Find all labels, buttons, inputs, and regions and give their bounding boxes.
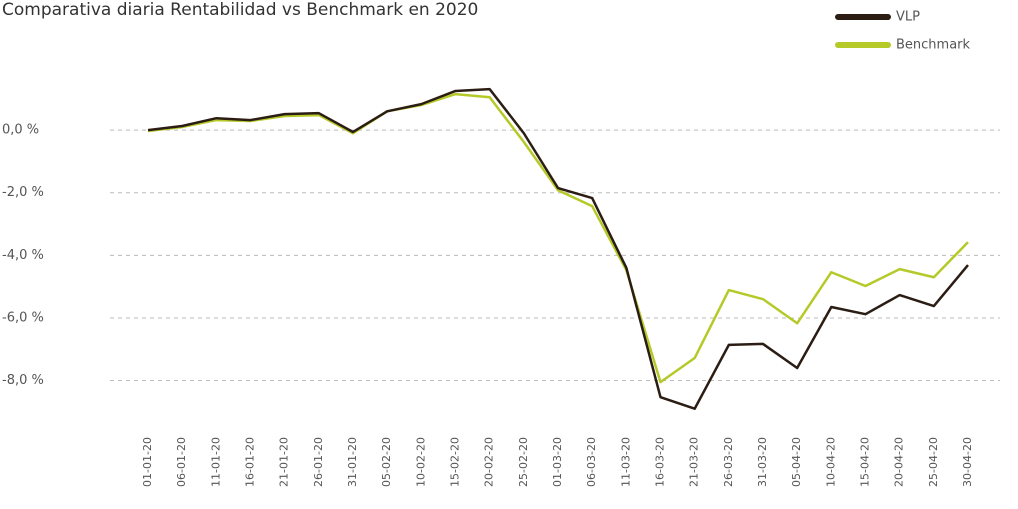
x-tick-label: 11-01-20	[209, 437, 222, 487]
y-tick-label: -4,0 %	[2, 248, 44, 263]
x-tick-label: 16-03-20	[654, 437, 667, 487]
x-tick-label: 05-04-20	[790, 437, 803, 487]
x-tick-label: 31-03-20	[756, 437, 769, 487]
x-tick-label: 15-02-20	[449, 437, 462, 487]
chart-title: Comparativa diaria Rentabilidad vs Bench…	[2, 0, 478, 20]
x-tick-label: 21-01-20	[278, 437, 291, 487]
x-tick-label: 15-04-20	[859, 437, 872, 487]
x-tick-label: 10-04-20	[824, 437, 837, 487]
x-tick-label: 05-02-20	[380, 437, 393, 487]
y-tick-label: -8,0 %	[2, 373, 44, 388]
y-tick-label: -2,0 %	[2, 185, 44, 200]
x-tick-label: 06-01-20	[175, 437, 188, 487]
x-tick-label: 16-01-20	[244, 437, 257, 487]
x-tick-label: 01-01-20	[141, 437, 154, 487]
x-tick-label: 25-04-20	[927, 437, 940, 487]
series-line	[147, 87, 969, 410]
x-tick-label: 01-03-20	[551, 437, 564, 487]
series-line	[147, 92, 969, 384]
x-tick-label: 31-01-20	[346, 437, 359, 487]
legend-label: Benchmark	[896, 38, 971, 53]
x-tick-label: 25-02-20	[517, 437, 530, 487]
x-tick-label: 26-03-20	[722, 437, 735, 487]
x-tick-label: 20-02-20	[483, 437, 496, 487]
x-tick-label: 21-03-20	[688, 437, 701, 487]
x-tick-label: 30-04-20	[961, 437, 974, 487]
x-tick-label: 11-03-20	[619, 437, 632, 487]
y-tick-label: -6,0 %	[2, 310, 44, 325]
x-tick-label: 06-03-20	[585, 437, 598, 487]
legend-label: VLP	[896, 10, 920, 25]
y-tick-label: 0,0 %	[2, 123, 39, 138]
x-tick-label: 10-02-20	[414, 437, 427, 487]
x-tick-label: 26-01-20	[312, 437, 325, 487]
x-tick-label: 20-04-20	[893, 437, 906, 487]
